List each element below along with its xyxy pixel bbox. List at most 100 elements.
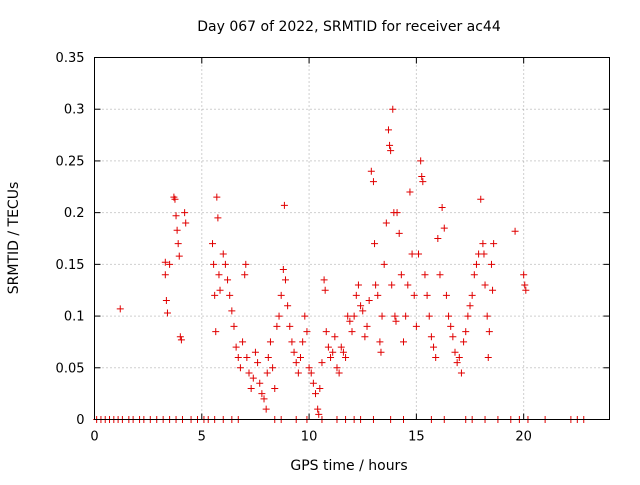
data-point xyxy=(511,227,519,235)
data-point xyxy=(380,260,388,268)
data-point xyxy=(281,276,289,284)
data-point xyxy=(438,203,446,211)
data-point xyxy=(331,333,339,341)
data-point xyxy=(468,291,476,299)
data-point xyxy=(397,271,405,279)
data-point xyxy=(337,343,345,351)
data-point xyxy=(258,390,266,398)
data-point xyxy=(447,322,455,330)
data-point xyxy=(460,338,468,346)
data-point xyxy=(212,328,220,336)
data-point xyxy=(173,226,181,234)
data-point xyxy=(391,312,399,320)
data-point xyxy=(247,384,255,392)
data-point xyxy=(320,276,328,284)
data-point xyxy=(232,343,240,351)
data-point xyxy=(421,271,429,279)
data-point xyxy=(312,390,320,398)
data-point xyxy=(445,312,453,320)
data-point xyxy=(423,291,431,299)
data-point xyxy=(372,281,380,289)
data-point xyxy=(307,369,315,377)
x-tick-label: 5 xyxy=(198,430,206,445)
data-point xyxy=(470,271,478,279)
data-point xyxy=(384,126,392,134)
data-point xyxy=(404,281,412,289)
data-point xyxy=(520,271,528,279)
data-point xyxy=(327,353,335,361)
data-points xyxy=(93,105,588,423)
data-point xyxy=(209,240,217,248)
data-point xyxy=(434,235,442,242)
data-point xyxy=(314,405,322,413)
data-point xyxy=(297,353,304,361)
data-point xyxy=(418,172,426,180)
data-point xyxy=(277,291,285,299)
data-point xyxy=(389,105,397,113)
data-point xyxy=(406,188,414,196)
data-point xyxy=(335,369,343,377)
data-point xyxy=(266,338,274,346)
data-point xyxy=(371,240,379,248)
y-tick-label: 0.1 xyxy=(64,310,85,325)
data-point xyxy=(440,224,448,232)
data-point xyxy=(264,353,272,361)
data-point xyxy=(464,312,472,320)
data-point xyxy=(453,359,461,367)
data-point xyxy=(161,258,169,266)
data-point xyxy=(365,297,373,305)
data-point xyxy=(176,333,184,341)
data-point xyxy=(408,250,416,258)
data-point xyxy=(392,317,400,325)
data-point xyxy=(522,286,530,294)
data-point xyxy=(269,364,277,372)
tick-labels: 0 5 10 15 20 0 0.05 0.1 0.15 0.2 0.25 0.3 0.35 xyxy=(56,51,532,445)
data-point xyxy=(457,369,465,377)
data-point xyxy=(239,338,247,346)
data-point xyxy=(219,250,227,258)
data-point xyxy=(339,348,347,356)
data-point xyxy=(432,353,440,361)
data-point xyxy=(280,201,288,209)
data-point xyxy=(402,312,410,320)
y-axis-title: SRMTID / TECUs xyxy=(6,182,22,295)
data-point xyxy=(243,353,251,361)
data-point xyxy=(163,309,171,317)
data-point xyxy=(357,302,365,310)
y-tick-label: 0.2 xyxy=(64,206,85,221)
data-point xyxy=(442,291,450,299)
data-point xyxy=(288,338,296,346)
data-point xyxy=(477,195,485,203)
data-point xyxy=(174,240,182,248)
y-tick-label: 0.15 xyxy=(56,258,85,273)
data-point xyxy=(425,312,433,320)
data-point xyxy=(224,276,232,284)
data-point xyxy=(234,353,242,361)
data-point xyxy=(299,338,307,346)
data-point xyxy=(309,379,317,387)
data-point xyxy=(230,322,238,330)
data-point xyxy=(262,405,270,413)
data-point xyxy=(484,353,492,361)
data-point xyxy=(172,212,180,220)
data-point xyxy=(242,260,250,268)
data-point xyxy=(236,364,244,372)
data-point xyxy=(316,384,324,392)
data-point xyxy=(216,286,224,294)
data-point xyxy=(417,157,425,165)
x-axis-title: GPS time / hours xyxy=(290,458,407,474)
x-tick-label: 0 xyxy=(90,430,98,445)
data-point xyxy=(273,322,281,330)
data-point xyxy=(427,333,435,341)
data-point xyxy=(292,359,300,367)
data-point xyxy=(430,343,438,351)
data-point xyxy=(301,312,309,320)
data-point xyxy=(350,312,358,320)
data-point xyxy=(410,291,418,299)
data-point xyxy=(290,348,298,356)
data-point xyxy=(479,240,487,248)
data-point xyxy=(485,328,493,336)
x-tick-label: 20 xyxy=(515,430,532,445)
data-point xyxy=(166,260,174,268)
